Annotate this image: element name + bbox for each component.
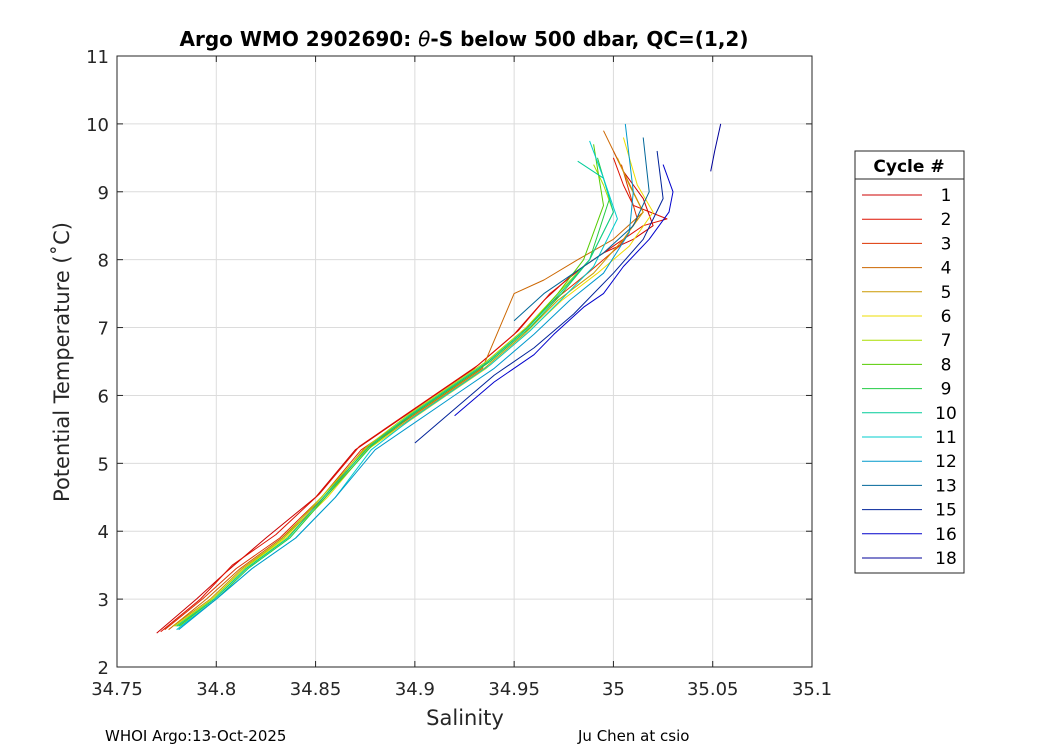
legend-label-cycle-12: 12 [935,452,957,472]
legend-label-cycle-18: 18 [935,549,957,569]
legend-label-cycle-8: 8 [941,355,952,375]
y-tick-label: 7 [98,319,109,340]
x-tick-label: 34.9 [395,679,435,700]
legend-label-cycle-9: 9 [941,380,952,400]
series-line-cycle-12 [178,123,634,631]
y-axis-label: Potential Temperature (˚C) [50,222,74,502]
x-tick-label: 34.75 [91,679,143,700]
y-tick-label: 11 [86,47,109,68]
legend-label-cycle-1: 1 [941,186,952,206]
y-tick-label: 10 [86,115,109,136]
x-tick-label: 35.1 [792,679,832,700]
x-axis-label: Salinity [426,706,504,730]
series-group [156,123,722,634]
axis-ticks: 34.75 34.8 34.85 34.9 34.95 35 35.05 35.1 2 3 4 5 6 7… [86,47,832,700]
y-tick-label: 4 [98,522,109,543]
legend-title: Cycle # [873,157,944,177]
series-line-cycle-18 [710,123,722,172]
legend-label-cycle-5: 5 [941,283,952,303]
x-tick-label: 35 [602,679,625,700]
x-tick-label: 34.95 [488,679,540,700]
y-tick-label: 3 [98,590,109,611]
series-line-cycle-10 [176,160,614,627]
legend-label-cycle-4: 4 [941,259,952,279]
x-tick-label: 35.05 [687,679,739,700]
legend-label-cycle-13: 13 [935,476,957,496]
y-tick-label: 2 [98,658,109,679]
plot-area [117,56,812,667]
x-tick-label: 34.85 [290,679,342,700]
legend-label-cycle-3: 3 [941,234,952,254]
x-tick-label: 34.8 [196,679,236,700]
legend-label-cycle-6: 6 [941,307,952,327]
legend-box [854,150,965,574]
chart-title: Argo WMO 2902690: θ-S below 500 dbar, QC… [180,27,749,51]
series-line-cycle-13 [513,137,650,322]
legend-label-cycle-15: 15 [935,501,957,521]
legend-label-cycle-16: 16 [935,525,957,545]
series-line-cycle-2 [160,157,668,633]
footer-right: Ju Chen at csio [577,727,689,745]
series-line-cycle-16 [454,164,674,417]
series-line-cycle-6 [176,137,654,627]
legend-label-cycle-2: 2 [941,210,952,230]
legend-label-cycle-10: 10 [935,404,957,424]
y-tick-label: 9 [98,183,109,204]
y-tick-label: 8 [98,251,109,272]
y-tick-label: 5 [98,454,109,475]
legend-label-cycle-11: 11 [935,428,957,448]
series-line-cycle-15 [414,150,664,444]
series-line-cycle-4 [168,130,644,631]
axes-box [116,55,813,668]
footer-left: WHOI Argo:13-Oct-2025 [105,727,286,745]
y-tick-label: 6 [98,386,109,407]
legend-label-cycle-7: 7 [941,331,952,351]
